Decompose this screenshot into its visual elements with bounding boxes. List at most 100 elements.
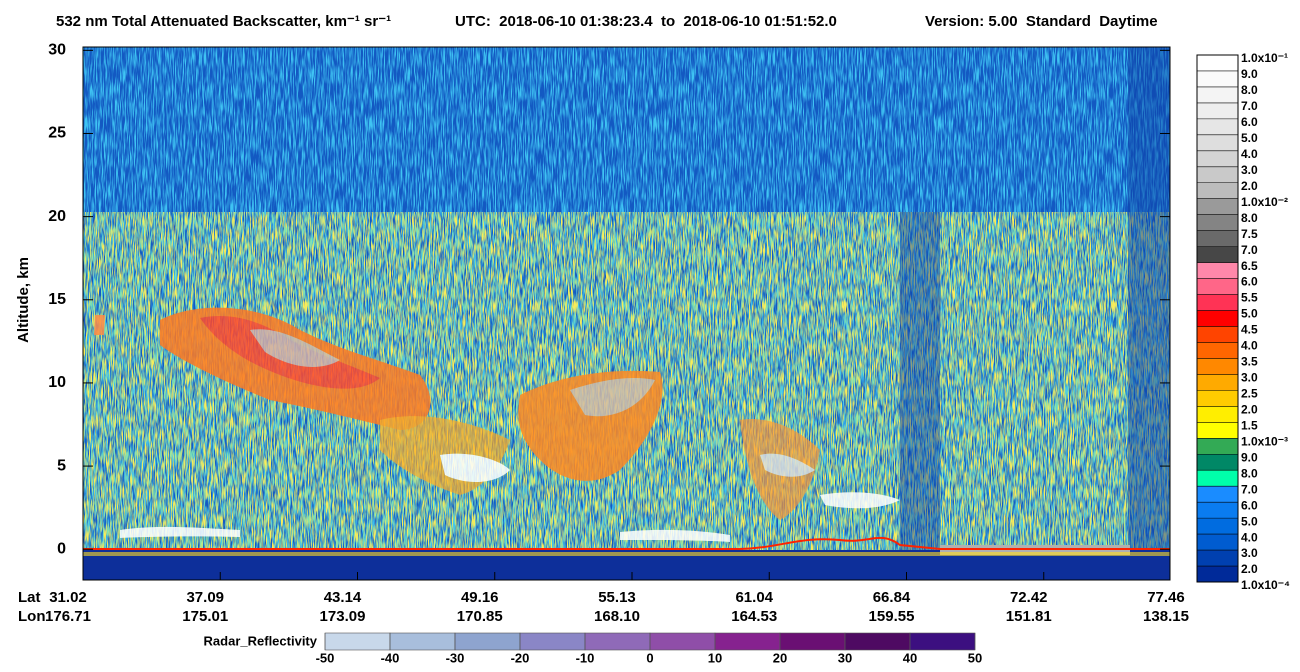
colorbar-label: 7.0	[1241, 99, 1258, 113]
colorbar-label: 4.0	[1241, 339, 1258, 353]
colorbar-swatch	[1197, 566, 1238, 583]
colorbar-swatch	[1197, 198, 1238, 216]
radar-swatch	[714, 632, 781, 651]
lon-value: 164.53	[731, 608, 777, 625]
colorbar-label: 7.0	[1241, 243, 1258, 257]
colorbar-label: 7.0	[1241, 482, 1258, 496]
colorbar-label: 6.0	[1241, 275, 1258, 289]
colorbar-label: 1.0x10⁻³	[1241, 434, 1288, 448]
colorbar-label: 2.0	[1241, 562, 1258, 576]
colorbar-swatch	[1197, 454, 1238, 471]
colorbar-label: 6.0	[1241, 498, 1258, 512]
colorbar-label: 9.0	[1241, 67, 1258, 81]
y-tick-label: 10	[48, 374, 66, 391]
colorbar-swatch	[1197, 70, 1238, 88]
radar-tick-label: -40	[381, 650, 400, 665]
radar-tick-label: -50	[316, 650, 335, 665]
noise-layer	[1128, 47, 1170, 550]
colorbar-swatch	[1197, 55, 1238, 72]
colorbar-label: 2.5	[1241, 387, 1258, 401]
lat-label: Lat	[18, 589, 41, 606]
colorbar-swatch	[1197, 486, 1238, 503]
time-range: UTC: 2018-06-10 01:38:23.4 to 2018-06-10…	[455, 13, 837, 30]
colorbar-swatch	[1197, 166, 1238, 184]
colorbar-swatch	[1197, 102, 1238, 120]
radar-tick-label: -10	[576, 650, 595, 665]
colorbar-swatch	[1197, 262, 1238, 280]
backscatter-image	[83, 47, 1170, 580]
noise-layer	[900, 212, 940, 550]
radar-swatch	[389, 632, 456, 651]
colorbar-swatch	[1197, 118, 1238, 136]
lat-value: 72.42	[1010, 589, 1048, 606]
colorbar-swatch	[1197, 150, 1238, 168]
radar-tick-label: 40	[903, 650, 917, 665]
colorbar-label: 3.0	[1241, 546, 1258, 560]
colorbar-label: 2.0	[1241, 403, 1258, 417]
radar-tick-label: 30	[838, 650, 852, 665]
plot-frame	[82, 46, 1171, 581]
radar-tick-label: -20	[511, 650, 530, 665]
colorbar-swatch	[1197, 550, 1238, 567]
radar-label: Radar_Reflectivity	[204, 633, 318, 648]
colorbar-swatch	[1197, 294, 1238, 312]
radar-tick-label: -30	[446, 650, 465, 665]
lon-label: Lon	[18, 608, 46, 625]
colorbar-label: 8.0	[1241, 83, 1258, 97]
colorbar-label: 5.0	[1241, 307, 1258, 321]
colorbar-swatch	[1197, 502, 1238, 519]
colorbar-label: 1.0x10⁻²	[1241, 195, 1288, 209]
colorbar-swatch	[1197, 374, 1238, 391]
radar-tick-label: 10	[708, 650, 722, 665]
radar-swatch	[779, 632, 846, 651]
colorbar-label: 1.5	[1241, 418, 1258, 432]
colorbar-swatch	[1197, 214, 1238, 232]
radar-tick-label: 20	[773, 650, 787, 665]
colorbar-swatch	[1197, 518, 1238, 535]
surface-return	[83, 536, 1170, 550]
colorbar-swatch	[1197, 230, 1238, 248]
lat-value: 43.14	[324, 589, 362, 606]
lat-value: 66.84	[873, 589, 911, 606]
colorbar-label: 3.0	[1241, 371, 1258, 385]
colorbar-label: 4.0	[1241, 147, 1258, 161]
colorbar-swatch	[1197, 278, 1238, 296]
colorbar-label: 5.5	[1241, 291, 1258, 305]
y-tick-label: 5	[57, 457, 66, 474]
colorbar-label: 2.0	[1241, 179, 1258, 193]
lat-value: 61.04	[735, 589, 773, 606]
lon-value: 168.10	[594, 608, 640, 625]
radar-tick-label: 0	[646, 650, 653, 665]
y-tick-label: 0	[57, 540, 66, 557]
colorbar-label: 6.5	[1241, 259, 1258, 273]
radar-swatch	[584, 632, 651, 651]
version: Version: 5.00 Standard Daytime	[925, 13, 1158, 30]
surface-return	[83, 552, 1170, 556]
y-tick-label: 30	[48, 42, 66, 59]
colorbar-label: 3.0	[1241, 163, 1258, 177]
colorbar-swatch	[1197, 134, 1238, 152]
colorbar-swatch	[1197, 390, 1238, 407]
colorbar-label: 8.0	[1241, 466, 1258, 480]
y-tick-label: 25	[48, 125, 66, 142]
colorbar-label: 4.5	[1241, 323, 1258, 337]
colorbar-swatch	[1197, 310, 1238, 327]
colorbar-swatch	[1197, 470, 1238, 487]
colorbar-label: 5.0	[1241, 131, 1258, 145]
lat-value: 55.13	[598, 589, 636, 606]
y-tick-label: 15	[48, 291, 66, 308]
radar-swatch	[519, 632, 586, 651]
colorbar-swatch	[1197, 406, 1238, 423]
lon-value: 151.81	[1006, 608, 1052, 625]
radar-swatch	[324, 632, 391, 651]
radar-swatch	[649, 632, 716, 651]
colorbar-swatch	[1197, 342, 1238, 359]
colorbar-swatch	[1197, 422, 1238, 439]
lon-value: 138.15	[1143, 608, 1189, 625]
radar-swatch	[454, 632, 521, 651]
colorbar-label: 1.0x10⁻¹	[1241, 51, 1288, 65]
colorbar-swatch	[1197, 326, 1238, 343]
radar-swatch	[909, 632, 976, 651]
radar-swatch	[844, 632, 911, 651]
